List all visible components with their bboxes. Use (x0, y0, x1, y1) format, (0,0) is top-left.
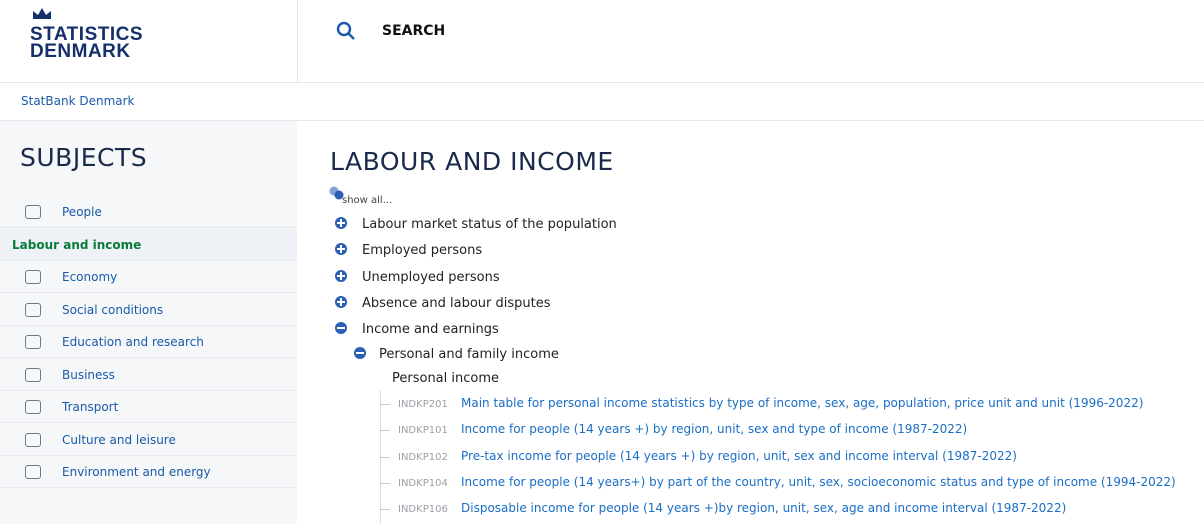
table-link[interactable]: INDKP104 Income for people (14 years+) by… (380, 475, 1176, 489)
collapse-icon (335, 322, 347, 335)
logo-line: STATISTICS (30, 24, 144, 45)
table-link[interactable]: INDKP102 Pre-tax income for people (14 ye… (380, 449, 1017, 463)
subject-icon (25, 367, 41, 382)
subject-item[interactable]: Transport (0, 391, 297, 423)
subject-icon (25, 302, 41, 317)
expand-icon (335, 269, 347, 282)
topic[interactable]: Income and earnings (335, 322, 499, 337)
table-code: INDKP102 (398, 451, 448, 463)
subject-item[interactable]: People (0, 196, 297, 228)
sidebar-title: SUBJECTS (20, 143, 148, 172)
table-link[interactable]: INDKP101 Income for people (14 years +) b… (380, 422, 967, 436)
subject-label: Education and research (62, 335, 204, 349)
expand-icon (335, 295, 347, 308)
header-divider (297, 0, 298, 82)
table-code: INDKP104 (398, 477, 448, 489)
topic-label: Employed persons (362, 243, 483, 259)
table-title[interactable]: Main table for personal income statistic… (461, 396, 1144, 410)
table-link[interactable]: INDKP201 Main table for personal income s… (380, 396, 1143, 410)
subject-label: Transport (62, 400, 119, 414)
topic-label: Absence and labour disputes (362, 295, 551, 311)
subject-label: Labour and income (12, 237, 142, 252)
tree-dash (380, 482, 390, 484)
topic[interactable]: Labour market status of the population (335, 217, 617, 232)
show-all[interactable]: show all... (342, 195, 393, 206)
subject-item[interactable]: Social conditions (0, 294, 297, 326)
subject-label: Culture and leisure (62, 432, 176, 447)
topic[interactable]: Absence and labour disputes (335, 295, 551, 311)
subject-item[interactable]: Labour and income (0, 228, 297, 261)
table-code: INDKP106 (398, 504, 448, 516)
collapse-icon (354, 347, 366, 359)
subject-icon (25, 270, 41, 284)
tree-dash (380, 404, 390, 405)
search-label[interactable]: SEARCH (382, 23, 446, 39)
subject-label: Social conditions (62, 302, 164, 317)
table-title[interactable]: Pre-tax income for people (14 years +) b… (461, 448, 1017, 463)
subject-icon (25, 400, 41, 414)
subject-item[interactable]: Education and research (0, 326, 297, 358)
breadcrumb[interactable]: StatBank Denmark (21, 94, 135, 108)
main-title: LABOUR AND INCOME (330, 147, 614, 176)
subject-label: People (62, 205, 102, 219)
expand-icon (335, 243, 347, 256)
subject-item[interactable]: Economy (0, 261, 297, 293)
table-link[interactable]: INDKP106 Disposable income for people (14… (380, 501, 1066, 515)
group-label: Personal income (392, 371, 500, 386)
sidebar-bg (0, 121, 297, 524)
subject-icon (25, 432, 41, 447)
subject-icon (25, 465, 41, 479)
tree-dash (380, 430, 390, 432)
table-code: INDKP201 (398, 399, 448, 410)
subject-item[interactable]: Culture and leisure (0, 424, 297, 456)
expand-icon (335, 217, 347, 229)
topic[interactable]: Unemployed persons (335, 269, 500, 285)
topic[interactable]: Employed persons (335, 243, 482, 258)
subtopic-label: Personal and family income (379, 347, 559, 362)
subject-icon (25, 335, 41, 349)
logo[interactable]: STATISTICS DENMARK (30, 24, 144, 62)
topic-label: Income and earnings (362, 322, 499, 338)
subject-item[interactable]: Environment and energy (0, 456, 297, 488)
logo-line: DENMARK (30, 41, 131, 62)
subject-label: Environment and energy (62, 465, 211, 479)
topic-label: Unemployed persons (362, 269, 500, 285)
subject-item[interactable]: Business (0, 359, 297, 391)
table-title[interactable]: Disposable income for people (14 years +… (461, 501, 1067, 516)
subject-label: Economy (62, 270, 118, 284)
header-bottom (0, 82, 1204, 83)
breadcrumb-bottom (0, 120, 1204, 121)
subject-icon (25, 205, 41, 219)
table-title[interactable]: Income for people (14 years +) by region… (461, 422, 968, 437)
subject-label: Business (62, 367, 115, 382)
show-all-icon[interactable] (329, 186, 345, 200)
search-icon[interactable] (336, 21, 356, 41)
crown-icon (33, 8, 51, 19)
tree-dash (380, 509, 390, 511)
topic-label: Labour market status of the population (362, 217, 617, 232)
subtopic[interactable]: Personal and family income (354, 347, 559, 362)
table-code: INDKP101 (398, 425, 448, 437)
tree-dash (380, 456, 390, 458)
table-title[interactable]: Income for people (14 years+) by part of… (461, 474, 1176, 489)
